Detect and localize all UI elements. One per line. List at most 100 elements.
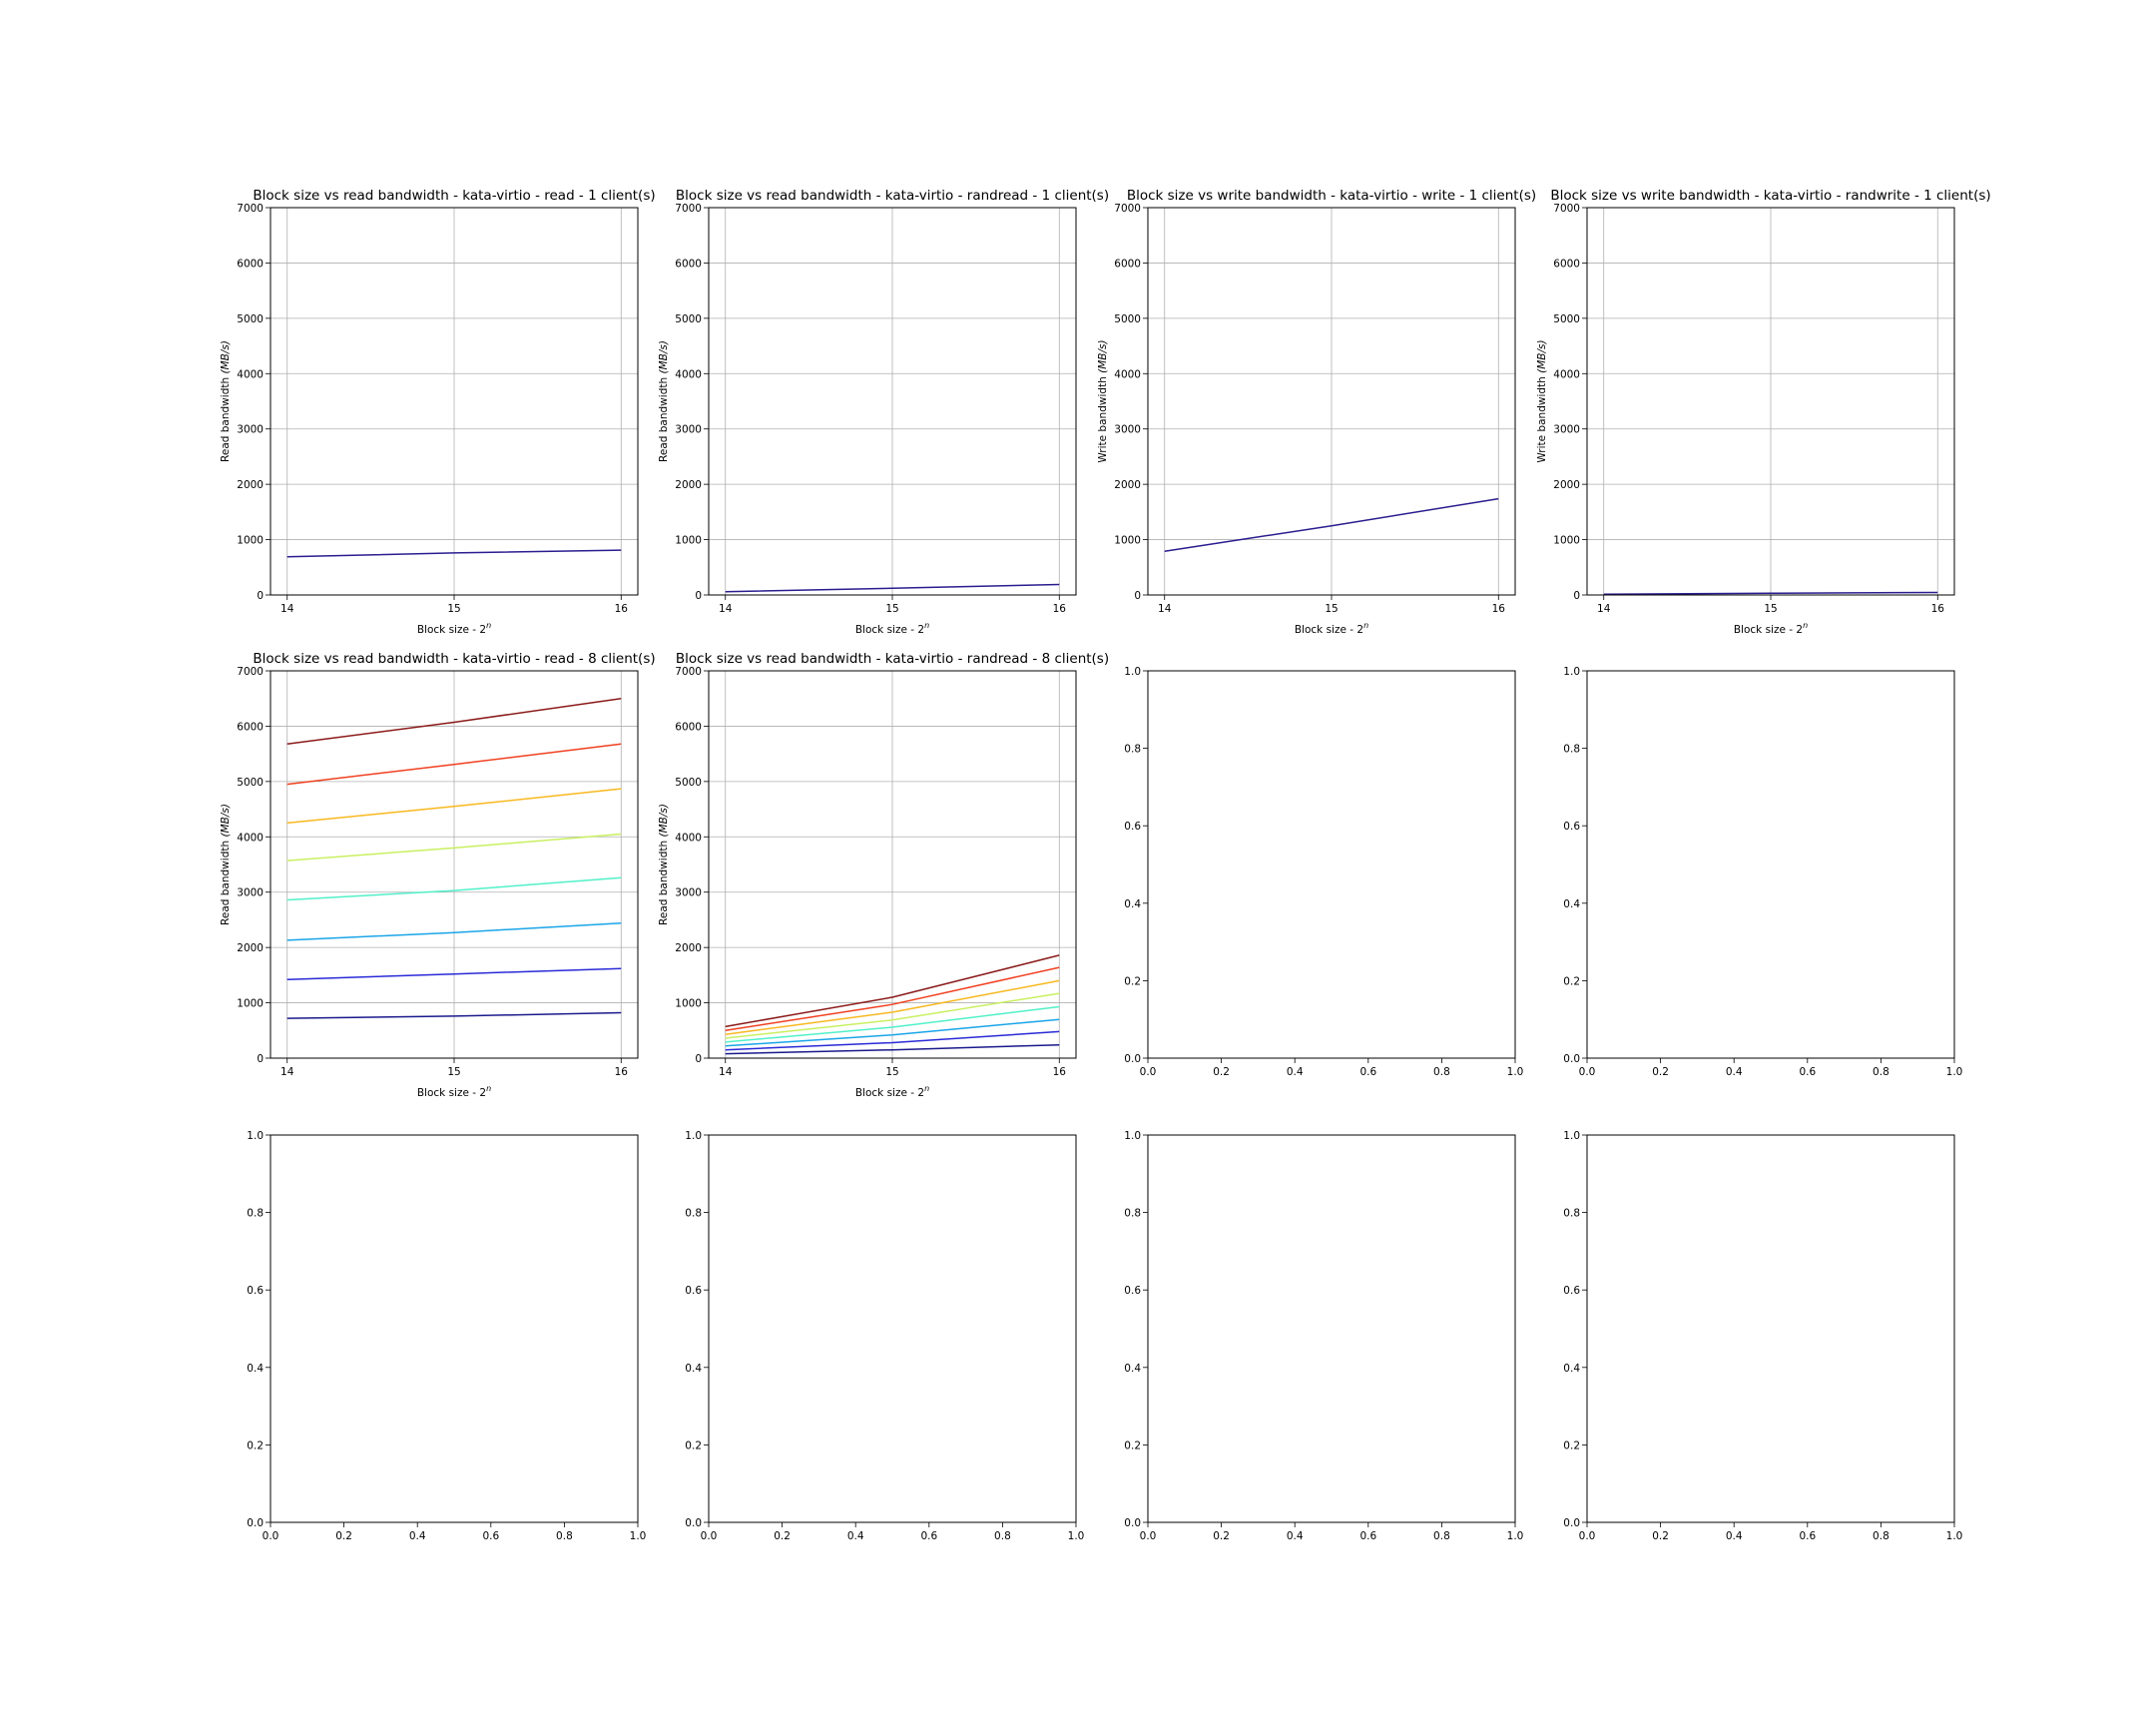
series-line-1 xyxy=(1603,591,1938,595)
x-tick-label: 0.6 xyxy=(920,1530,937,1542)
x-tick-label: 0.4 xyxy=(1726,1530,1743,1542)
x-axis-label-text: Block size - 2 xyxy=(1295,624,1363,636)
y-axis-label: Read bandwidth (MB/s) xyxy=(658,340,670,462)
y-tick-label: 5000 xyxy=(675,777,702,789)
y-tick-label: 1.0 xyxy=(1563,1130,1580,1142)
x-tick-label: 16 xyxy=(615,603,629,615)
y-tick-label: 4000 xyxy=(237,832,264,844)
series-line-6 xyxy=(286,788,622,825)
y-axis-label-unit: (MB/s) xyxy=(658,340,670,373)
x-axis-label-text: Block size - 2 xyxy=(855,1087,924,1099)
y-tick-label: 0 xyxy=(257,1053,264,1065)
x-tick-label: 0.2 xyxy=(1213,1066,1230,1078)
y-tick-label: 0 xyxy=(1134,590,1141,602)
axes-frame xyxy=(270,1134,639,1523)
x-tick-label: 0.0 xyxy=(1579,1066,1596,1078)
x-axis-label-superscript: n xyxy=(1803,621,1808,630)
x-axis-label: Block size - 2n xyxy=(1295,621,1368,636)
y-tick-label: 1000 xyxy=(1553,535,1580,547)
y-tick-label: 3000 xyxy=(675,887,702,899)
x-axis-label-superscript: n xyxy=(486,1084,491,1093)
x-tick-label: 0.0 xyxy=(1140,1066,1157,1078)
y-tick-label: 5000 xyxy=(237,313,264,325)
y-tick-label: 5000 xyxy=(1553,313,1580,325)
subplot-7: 0.0 0.2 0.4 0.6 0.8 1.0 0.0 0.2 0.4 0.6 0.8 1.0 xyxy=(1124,666,1523,1078)
x-tick-label: 15 xyxy=(885,1066,898,1078)
subplot-6: 14 15 1601000200030004000500060007000Block… xyxy=(658,651,1109,1099)
y-tick-label: 3000 xyxy=(675,424,702,436)
x-tick-label: 15 xyxy=(885,603,898,615)
x-tick-label: 1.0 xyxy=(1946,1066,1963,1078)
chart-title: Block size vs read bandwidth - kata-virt… xyxy=(676,188,1109,204)
series-line-1 xyxy=(1164,497,1499,552)
x-tick-label: 15 xyxy=(1325,603,1338,615)
y-tick-label: 2000 xyxy=(675,479,702,491)
x-tick-label: 0.6 xyxy=(1799,1066,1816,1078)
x-axis-label-text: Block size - 2 xyxy=(855,624,924,636)
y-axis-label: Write bandwidth (MB/s) xyxy=(1097,339,1109,462)
y-tick-label: 6000 xyxy=(237,258,264,270)
chart-title: Block size vs read bandwidth - kata-virt… xyxy=(253,188,655,204)
series-line-2 xyxy=(725,1030,1060,1051)
series-line-6 xyxy=(725,979,1060,1035)
x-tick-label: 14 xyxy=(280,1066,294,1078)
x-tick-label: 14 xyxy=(719,603,733,615)
x-tick-label: 15 xyxy=(447,1066,460,1078)
y-tick-label: 3000 xyxy=(1114,424,1141,436)
y-tick-label: 0.6 xyxy=(1563,821,1580,833)
y-tick-label: 7000 xyxy=(675,666,702,678)
y-tick-label: 7000 xyxy=(675,203,702,215)
y-tick-label: 6000 xyxy=(1553,258,1580,270)
x-axis-label: Block size - 2n xyxy=(1734,621,1808,636)
x-tick-label: 0.8 xyxy=(1873,1066,1889,1078)
y-tick-label: 0.4 xyxy=(247,1363,264,1375)
y-tick-label: 1.0 xyxy=(1563,666,1580,678)
axes-frame xyxy=(1586,1134,1955,1523)
series-line-5 xyxy=(286,833,622,862)
y-tick-label: 0.2 xyxy=(1124,975,1141,987)
x-axis-label: Block size - 2n xyxy=(855,1084,929,1099)
series-line-4 xyxy=(286,876,622,901)
y-axis-label-text: Read bandwidth xyxy=(658,377,670,462)
y-axis-label: Read bandwidth (MB/s) xyxy=(658,804,670,925)
x-tick-label: 16 xyxy=(1931,603,1945,615)
x-axis-label-superscript: n xyxy=(486,621,491,630)
y-tick-label: 0.2 xyxy=(247,1439,264,1451)
y-tick-label: 1.0 xyxy=(247,1130,264,1142)
x-tick-label: 14 xyxy=(1158,603,1172,615)
y-tick-label: 0.8 xyxy=(1124,744,1141,756)
x-tick-label: 1.0 xyxy=(1507,1530,1524,1542)
x-axis-label: Block size - 2n xyxy=(417,621,491,636)
x-tick-label: 0.8 xyxy=(1873,1530,1889,1542)
x-axis-label-text: Block size - 2 xyxy=(417,624,486,636)
chart-title: Block size vs write bandwidth - kata-vir… xyxy=(1127,188,1536,204)
series-line-1 xyxy=(286,549,622,558)
axes-frame xyxy=(708,1134,1077,1523)
y-tick-label: 0.0 xyxy=(1563,1517,1580,1529)
y-axis-label-text: Write bandwidth xyxy=(1536,376,1548,462)
y-axis-label-text: Write bandwidth xyxy=(1097,376,1109,462)
y-axis-label-text: Read bandwidth xyxy=(658,841,670,925)
x-tick-label: 1.0 xyxy=(630,1530,647,1542)
x-tick-label: 0.6 xyxy=(1359,1530,1376,1542)
y-tick-label: 0.0 xyxy=(1563,1053,1580,1065)
y-tick-label: 0.4 xyxy=(1563,1363,1580,1375)
series-line-4 xyxy=(725,1005,1060,1043)
y-tick-label: 0.6 xyxy=(1563,1285,1580,1297)
y-tick-label: 5000 xyxy=(237,777,264,789)
subplot-1: 14 15 1601000200030004000500060007000Block… xyxy=(220,188,656,636)
y-axis-label-unit: (MB/s) xyxy=(1097,339,1109,372)
y-tick-label: 4000 xyxy=(1553,368,1580,380)
y-tick-label: 6000 xyxy=(237,721,264,733)
y-axis-label: Write bandwidth (MB/s) xyxy=(1536,339,1548,462)
y-tick-label: 0.4 xyxy=(685,1363,702,1375)
y-tick-label: 0.4 xyxy=(1563,898,1580,910)
y-tick-label: 1.0 xyxy=(1124,666,1141,678)
y-axis-label-unit: (MB/s) xyxy=(658,804,670,837)
y-tick-label: 1.0 xyxy=(1124,1130,1141,1142)
y-axis-label-text: Read bandwidth xyxy=(220,841,232,925)
x-tick-label: 0.4 xyxy=(1287,1530,1304,1542)
y-tick-label: 7000 xyxy=(237,203,264,215)
y-tick-label: 5000 xyxy=(675,313,702,325)
